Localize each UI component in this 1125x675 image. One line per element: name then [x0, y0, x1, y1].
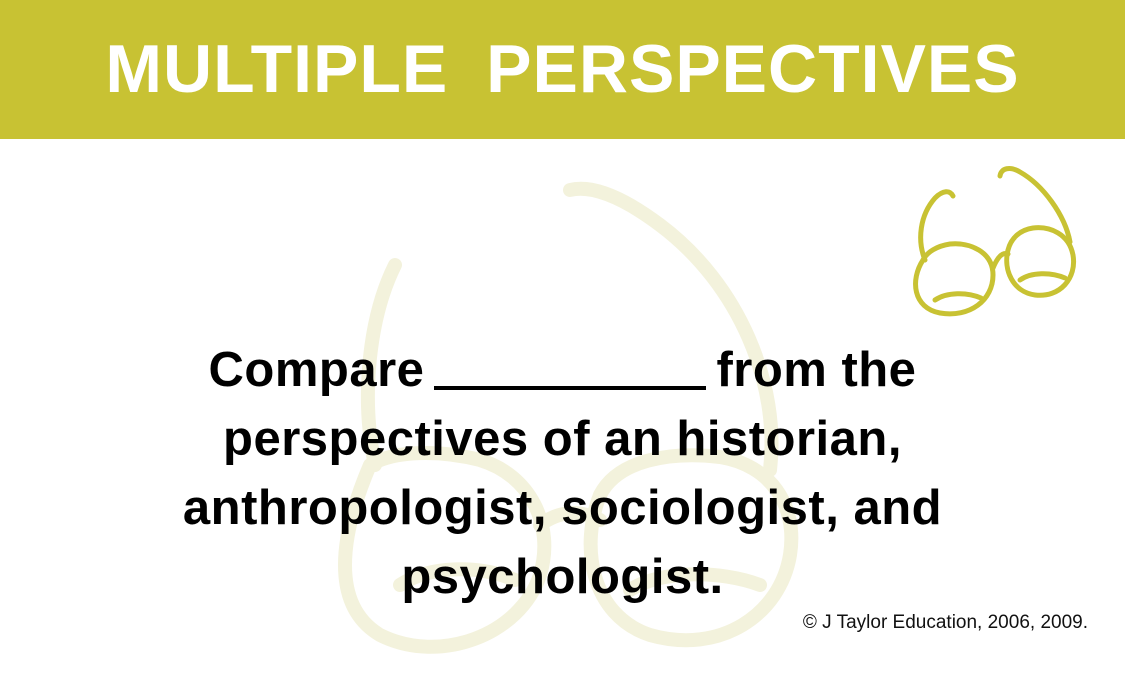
eyeglasses-icon: [913, 166, 1077, 317]
fill-in-blank: [434, 346, 707, 390]
title-band: [0, 0, 1125, 139]
prompt-line-4: psychologist.: [401, 550, 724, 604]
eyeglasses-watermark-icon: [338, 181, 799, 654]
prompt-line-1: Compare from the: [40, 336, 1085, 405]
prompt-compare: Compare: [208, 343, 425, 397]
slide-title: MULTIPLE PERSPECTIVES: [105, 31, 1020, 107]
prompt-text: Compare from the perspectives of an histo…: [40, 336, 1085, 612]
copyright-notice: © J Taylor Education, 2006, 2009.: [802, 612, 1088, 633]
prompt-line-3: anthropologist, sociologist, and: [182, 481, 943, 535]
prompt-from-the: from the: [716, 343, 917, 397]
prompt-line-2: perspectives of an historian,: [223, 412, 902, 466]
